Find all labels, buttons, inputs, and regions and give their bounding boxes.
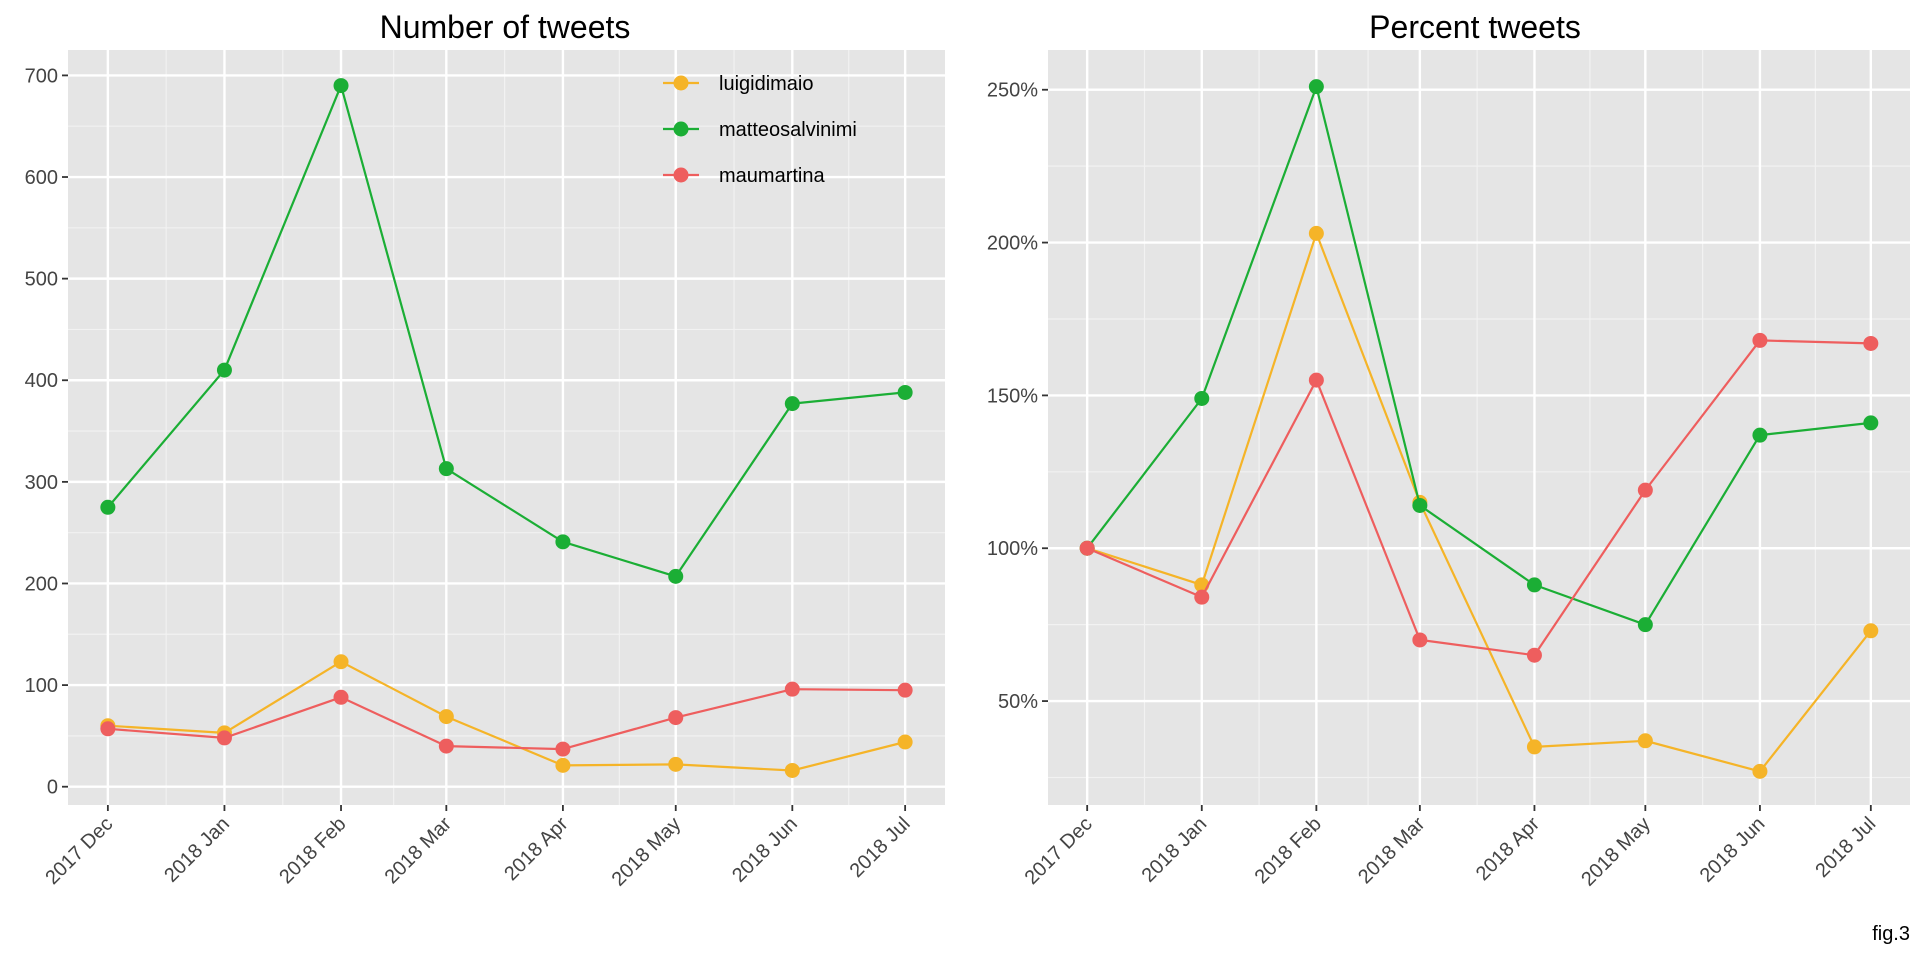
data-point-matteosalvinimi bbox=[333, 78, 349, 94]
chart-title: Number of tweets bbox=[380, 9, 631, 45]
data-point-luigidimaio bbox=[438, 709, 454, 725]
y-tick-label: 100% bbox=[987, 538, 1038, 560]
chart-title: Percent tweets bbox=[1369, 9, 1581, 45]
y-tick-label: 700 bbox=[25, 65, 58, 87]
series-line-matteosalvinimi bbox=[1086, 85, 1871, 626]
series-line-maumartina bbox=[107, 688, 906, 751]
data-point-maumartina bbox=[668, 710, 684, 726]
chart-panel-number-of-tweets: Number of tweets 0 100 200 300 400 500 600 700 2… bbox=[25, 9, 945, 891]
y-tick-label: 200 bbox=[25, 573, 58, 595]
data-point-luigidimaio bbox=[1308, 225, 1324, 241]
data-point-matteosalvinimi bbox=[1752, 427, 1768, 443]
legend-label: maumartina bbox=[719, 165, 825, 187]
y-tick-label: 150% bbox=[987, 385, 1038, 407]
data-point-maumartina bbox=[1526, 647, 1542, 663]
data-point-matteosalvinimi bbox=[1863, 415, 1879, 431]
data-point-maumartina bbox=[784, 681, 800, 697]
data-point-maumartina bbox=[1412, 632, 1428, 648]
x-tick-label: 2017 Dec bbox=[41, 813, 117, 889]
data-point-matteosalvinimi bbox=[1194, 390, 1210, 406]
data-point-matteosalvinimi bbox=[438, 461, 454, 477]
data-point-matteosalvinimi bbox=[1526, 577, 1542, 593]
data-point-matteosalvinimi bbox=[784, 396, 800, 412]
y-tick-label: 0 bbox=[47, 777, 58, 799]
x-tick-label: 2018 Mar bbox=[381, 813, 457, 889]
x-tick-label: 2018 Jul bbox=[846, 813, 915, 882]
data-point-luigidimaio bbox=[333, 654, 349, 670]
x-tick-label: 2018 May bbox=[608, 813, 686, 891]
data-point-maumartina bbox=[216, 730, 232, 746]
data-point-matteosalvinimi bbox=[897, 384, 913, 400]
data-point-maumartina bbox=[438, 738, 454, 754]
legend-key-point bbox=[673, 167, 689, 183]
x-tick-label: 2018 Jan bbox=[1138, 813, 1212, 887]
data-point-luigidimaio bbox=[1863, 623, 1879, 639]
data-point-luigidimaio bbox=[1526, 739, 1542, 755]
x-tick-label: 2018 Feb bbox=[275, 813, 350, 888]
data-point-luigidimaio bbox=[1637, 733, 1653, 749]
data-point-matteosalvinimi bbox=[1412, 497, 1428, 513]
data-point-matteosalvinimi bbox=[1308, 79, 1324, 95]
x-tick-label: 2018 May bbox=[1577, 813, 1655, 891]
data-point-maumartina bbox=[333, 689, 349, 705]
data-point-matteosalvinimi bbox=[1637, 617, 1653, 633]
data-point-maumartina bbox=[555, 741, 571, 757]
series-line-luigidimaio bbox=[107, 660, 906, 772]
y-tick-label: 100 bbox=[25, 675, 58, 697]
x-tick-label: 2018 Jun bbox=[728, 813, 802, 887]
y-tick-label: 300 bbox=[25, 472, 58, 494]
data-point-maumartina bbox=[1308, 372, 1324, 388]
x-tick-label: 2018 Apr bbox=[1472, 813, 1544, 885]
legend: luigidimaio matteosalvinimi maumartina bbox=[663, 73, 857, 187]
legend-key-point bbox=[673, 121, 689, 137]
legend-label: matteosalvinimi bbox=[719, 119, 857, 141]
data-point-maumartina bbox=[897, 682, 913, 698]
y-tick-label: 250% bbox=[987, 80, 1038, 102]
legend-label: luigidimaio bbox=[719, 73, 814, 95]
data-point-luigidimaio bbox=[784, 762, 800, 778]
series-line-matteosalvinimi bbox=[107, 84, 906, 578]
plot-background bbox=[1048, 50, 1910, 805]
data-point-matteosalvinimi bbox=[100, 499, 116, 515]
data-point-luigidimaio bbox=[668, 756, 684, 772]
x-tick-label: 2018 Jun bbox=[1696, 813, 1770, 887]
data-point-matteosalvinimi bbox=[555, 534, 571, 550]
y-tick-label: 400 bbox=[25, 370, 58, 392]
series-line-maumartina bbox=[1086, 339, 1871, 657]
data-point-maumartina bbox=[1863, 335, 1879, 351]
legend-key-point bbox=[673, 75, 689, 91]
y-tick-label: 600 bbox=[25, 167, 58, 189]
x-tick-label: 2018 Feb bbox=[1251, 813, 1326, 888]
y-tick-label: 200% bbox=[987, 233, 1038, 255]
x-tick-label: 2017 Dec bbox=[1021, 813, 1097, 889]
series-line-luigidimaio bbox=[1086, 232, 1872, 773]
x-tick-label: 2018 Jul bbox=[1811, 813, 1880, 882]
y-tick-label: 50% bbox=[998, 691, 1038, 713]
y-tick-label: 500 bbox=[25, 269, 58, 291]
data-point-matteosalvinimi bbox=[216, 362, 232, 378]
data-point-maumartina bbox=[100, 721, 116, 737]
chart-panel-percent-tweets: Percent tweets 50% 100% 150% 200% 250% 2017 D… bbox=[987, 9, 1910, 891]
x-tick-label: 2018 Mar bbox=[1354, 813, 1430, 889]
data-point-luigidimaio bbox=[897, 734, 913, 750]
data-point-maumartina bbox=[1194, 589, 1210, 605]
figure-caption: fig.3 bbox=[1872, 923, 1910, 945]
data-point-maumartina bbox=[1079, 540, 1095, 556]
data-point-luigidimaio bbox=[555, 757, 571, 773]
data-point-maumartina bbox=[1752, 332, 1768, 348]
plot-background bbox=[68, 50, 945, 805]
x-tick-label: 2018 Apr bbox=[500, 813, 572, 885]
data-point-luigidimaio bbox=[1752, 763, 1768, 779]
data-point-matteosalvinimi bbox=[668, 568, 684, 584]
x-tick-label: 2018 Jan bbox=[160, 813, 234, 887]
data-point-maumartina bbox=[1637, 482, 1653, 498]
